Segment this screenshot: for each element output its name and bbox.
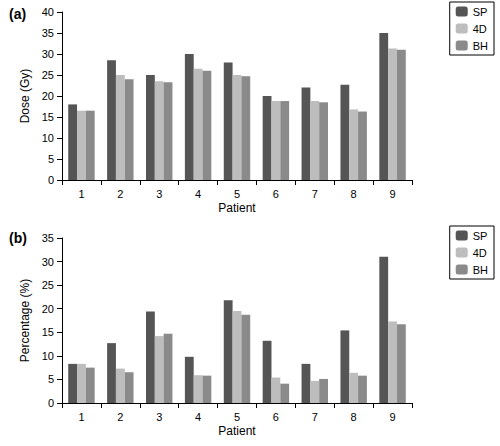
svg-text:20: 20 [42, 303, 54, 315]
svg-text:1: 1 [78, 411, 84, 423]
svg-text:(b): (b) [9, 230, 27, 246]
svg-text:9: 9 [389, 188, 395, 200]
svg-text:2: 2 [117, 188, 123, 200]
svg-text:15: 15 [42, 326, 54, 338]
svg-text:6: 6 [273, 188, 279, 200]
svg-text:7: 7 [312, 411, 318, 423]
svg-text:40: 40 [42, 6, 54, 18]
svg-text:0: 0 [48, 174, 54, 186]
svg-text:5: 5 [234, 188, 240, 200]
svg-text:5: 5 [234, 411, 240, 423]
svg-text:SP: SP [473, 6, 488, 18]
svg-text:7: 7 [312, 188, 318, 200]
svg-text:20: 20 [42, 90, 54, 102]
svg-text:8: 8 [351, 411, 357, 423]
svg-text:SP: SP [473, 230, 488, 242]
svg-text:3: 3 [156, 188, 162, 200]
svg-text:3: 3 [156, 411, 162, 423]
svg-text:35: 35 [42, 232, 54, 244]
svg-text:9: 9 [389, 411, 395, 423]
svg-text:30: 30 [42, 256, 54, 268]
svg-text:Percentage (%): Percentage (%) [18, 279, 32, 362]
svg-text:4D: 4D [473, 23, 487, 35]
svg-text:BH: BH [473, 40, 488, 52]
svg-text:4: 4 [195, 411, 201, 423]
svg-text:Patient: Patient [218, 424, 256, 438]
svg-text:25: 25 [42, 69, 54, 81]
svg-text:BH: BH [473, 264, 488, 276]
svg-text:4D: 4D [473, 247, 487, 259]
svg-text:10: 10 [42, 132, 54, 144]
svg-text:Dose (Gy): Dose (Gy) [18, 69, 32, 124]
svg-text:8: 8 [351, 188, 357, 200]
svg-text:35: 35 [42, 27, 54, 39]
svg-text:6: 6 [273, 411, 279, 423]
svg-text:0: 0 [48, 397, 54, 409]
svg-text:5: 5 [48, 153, 54, 165]
svg-text:5: 5 [48, 373, 54, 385]
svg-text:2: 2 [117, 411, 123, 423]
svg-text:Patient: Patient [218, 201, 256, 215]
svg-text:15: 15 [42, 111, 54, 123]
svg-text:4: 4 [195, 188, 201, 200]
svg-text:30: 30 [42, 48, 54, 60]
svg-text:(a): (a) [9, 6, 26, 22]
svg-text:25: 25 [42, 279, 54, 291]
svg-text:10: 10 [42, 350, 54, 362]
svg-text:1: 1 [78, 188, 84, 200]
